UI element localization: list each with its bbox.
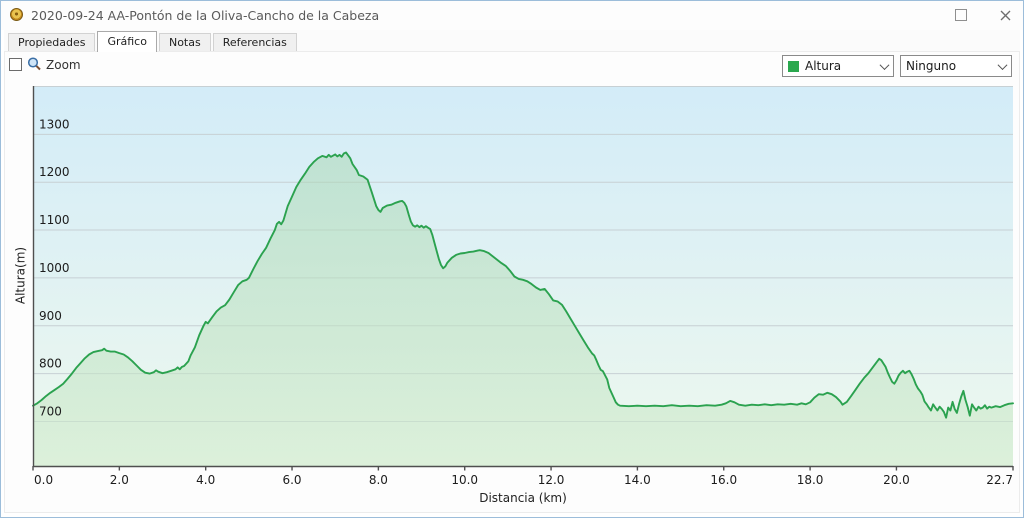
svg-text:8.0: 8.0 [369,473,388,487]
zoom-label: Zoom [46,58,81,72]
tab-bar: Propiedades Gráfico Notas Referencias [4,30,1020,52]
svg-text:6.0: 6.0 [282,473,301,487]
app-icon [10,8,23,21]
close-button[interactable] [989,1,1021,29]
x-axis-label: Distancia (km) [479,491,567,505]
chart-line [32,151,1014,419]
svg-text:22.7: 22.7 [986,473,1013,487]
series-select[interactable]: Altura [782,55,894,77]
svg-text:18.0: 18.0 [797,473,824,487]
y-axis-label: Altura(m) [13,246,28,305]
magnifier-icon [27,57,41,71]
svg-text:20.0: 20.0 [883,473,910,487]
series-color-swatch [788,60,799,72]
svg-text:14.0: 14.0 [624,473,651,487]
svg-text:1300: 1300 [39,117,70,131]
svg-text:12.0: 12.0 [538,473,565,487]
titlebar: 2020-09-24 AA-Pontón de la Oliva-Cancho … [1,1,1023,30]
svg-text:800: 800 [39,357,62,371]
window-title: 2020-09-24 AA-Pontón de la Oliva-Cancho … [31,8,380,23]
maximize-icon [955,9,967,21]
svg-text:2.0: 2.0 [110,473,129,487]
elevation-chart[interactable]: 700 800 900 1000 1100 1200 1300 0.0 2.0 4.0 6.0 8.0… [32,86,1014,488]
tab-propiedades[interactable]: Propiedades [8,33,96,51]
svg-text:16.0: 16.0 [710,473,737,487]
chevron-down-icon [997,59,1008,70]
close-icon [1000,10,1010,20]
svg-text:10.0: 10.0 [451,473,478,487]
svg-text:700: 700 [39,404,62,418]
svg-text:900: 900 [39,309,62,323]
svg-text:1000: 1000 [39,261,70,275]
svg-text:4.0: 4.0 [196,473,215,487]
secondary-select[interactable]: Ninguno [900,55,1012,77]
chart-axes [32,86,1014,471]
svg-text:1200: 1200 [39,165,70,179]
tab-notas[interactable]: Notas [158,33,211,51]
chevron-down-icon [879,59,890,70]
secondary-select-value: Ninguno [906,59,957,73]
zoom-checkbox[interactable] [9,58,22,71]
tab-grafico[interactable]: Gráfico [97,31,157,52]
svg-text:0.0: 0.0 [34,473,53,487]
chart-tick-labels: 700 800 900 1000 1100 1200 1300 0.0 2.0 4.0 6.0 8.0… [34,117,1013,487]
chart-area-fill [33,152,1013,466]
maximize-button[interactable] [945,1,977,29]
svg-text:1100: 1100 [39,213,70,227]
series-select-value: Altura [805,59,842,73]
tab-referencias[interactable]: Referencias [212,33,297,51]
